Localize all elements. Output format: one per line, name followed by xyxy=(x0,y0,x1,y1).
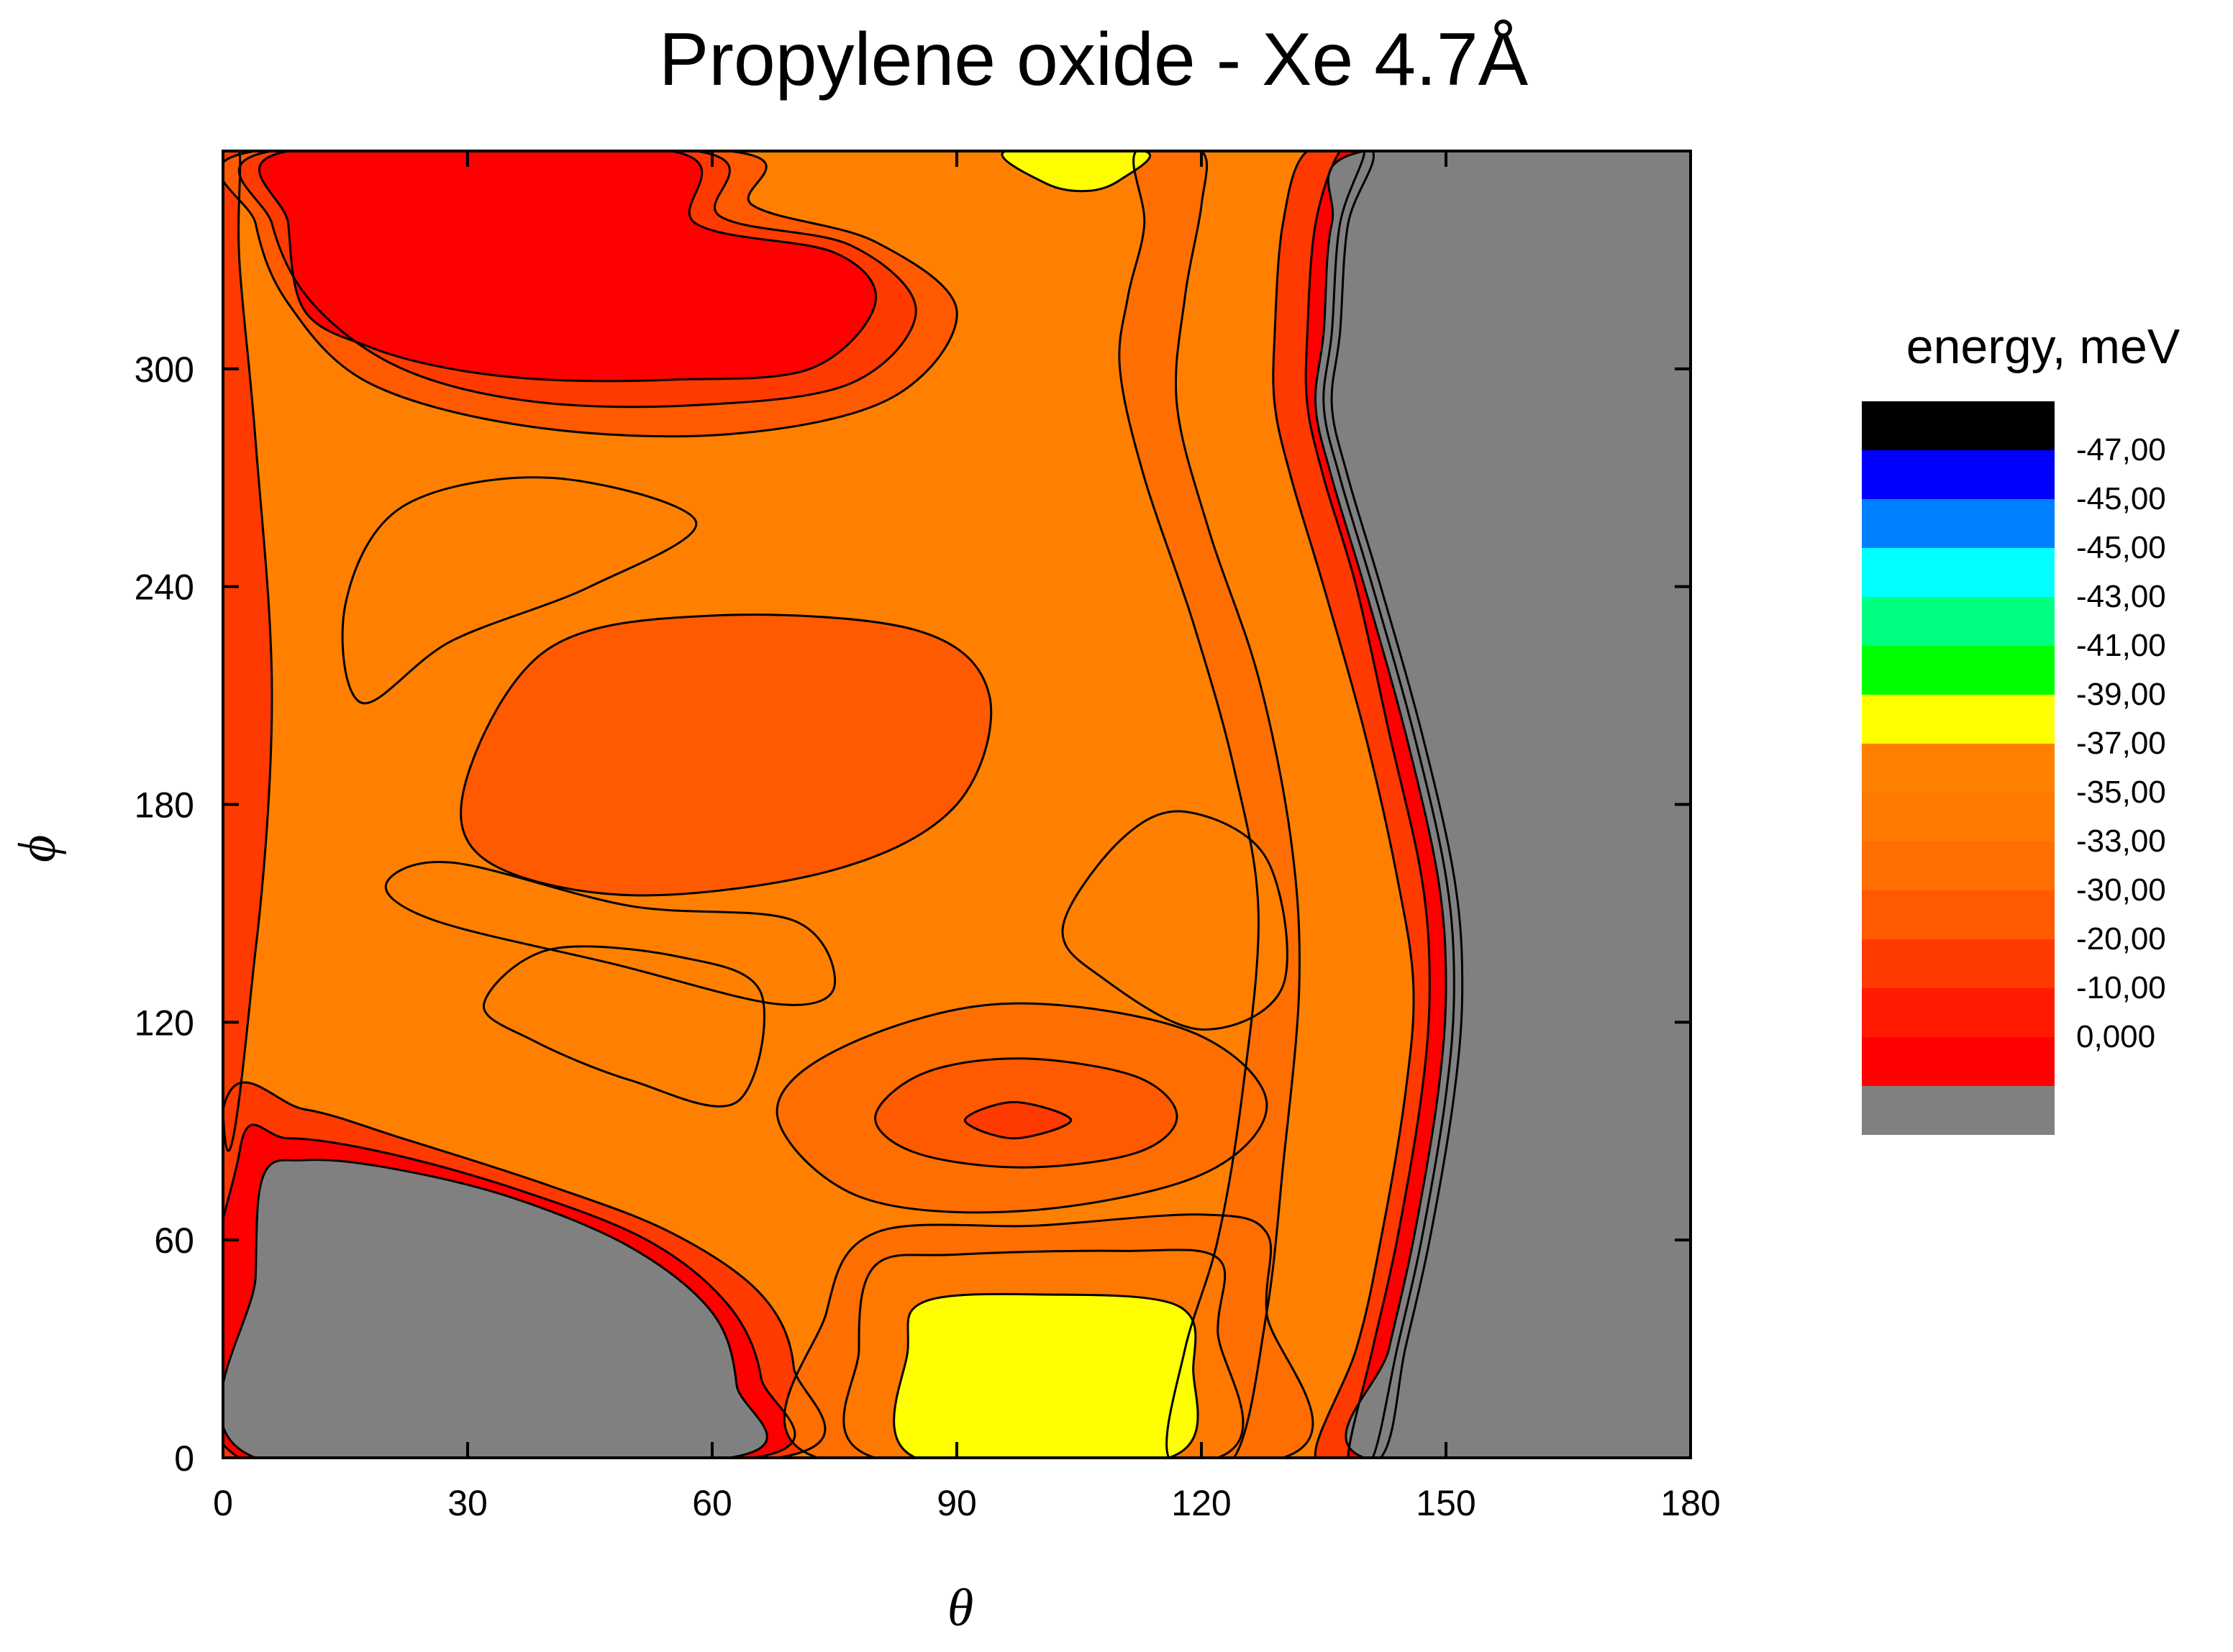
contour-line xyxy=(483,945,765,1108)
contour-pocket xyxy=(342,477,696,703)
contour-line xyxy=(237,151,917,409)
contour-line xyxy=(223,1123,796,1458)
legend-swatch xyxy=(1862,793,2055,841)
legend-label: -33,00 xyxy=(2076,823,2166,859)
legend-label: -45,00 xyxy=(2076,481,2166,516)
legend-labels: -47,00 -45,00 -45,00 -43,00 -41,00 -39,00 -37,… xyxy=(2076,432,2166,1054)
y-tick-label: 60 xyxy=(154,1220,194,1261)
x-axis-ticks: 0 30 60 90 120 150 180 xyxy=(213,151,1721,1523)
legend-label: -47,00 xyxy=(2076,432,2166,467)
legend-label: -30,00 xyxy=(2076,872,2166,908)
x-tick-label: 60 xyxy=(692,1483,732,1523)
contour-line xyxy=(776,1002,1268,1214)
contour-line xyxy=(893,1292,1199,1458)
legend-swatch xyxy=(1862,939,2055,988)
contour-band xyxy=(1273,151,1463,1458)
legend-label: -10,00 xyxy=(2076,970,2166,1005)
legend-label: -41,00 xyxy=(2076,628,2166,663)
contour-line xyxy=(223,1081,827,1458)
contour-line xyxy=(384,861,837,1006)
legend-swatch xyxy=(1862,401,2055,450)
x-tick-label: 90 xyxy=(937,1483,977,1523)
plot-area xyxy=(223,151,1691,1458)
center-peak xyxy=(965,1102,1071,1138)
legend-label: -20,00 xyxy=(2076,921,2166,957)
legend-swatch xyxy=(1862,695,2055,744)
contour-line xyxy=(223,151,958,438)
contour-lines xyxy=(223,151,1691,1458)
contour-line xyxy=(341,476,698,705)
min-energy-region xyxy=(893,1294,1199,1458)
legend-swatch xyxy=(1862,1037,2055,1086)
legend-label: -45,00 xyxy=(2076,530,2166,565)
x-tick-label: 30 xyxy=(447,1483,488,1523)
x-axis-label: θ xyxy=(947,1579,973,1638)
contour-line xyxy=(460,613,993,897)
max-energy-region xyxy=(259,151,876,381)
contour-pocket xyxy=(1062,811,1288,1030)
contour-line xyxy=(842,1249,1245,1458)
y-tick-label: 0 xyxy=(174,1438,194,1479)
min-energy-region xyxy=(1002,151,1150,191)
x-tick-label: 180 xyxy=(1660,1483,1720,1523)
contour-pocket xyxy=(386,862,835,1005)
contour-regions xyxy=(223,151,1691,1458)
contour-line xyxy=(223,1159,768,1458)
y-tick-label: 300 xyxy=(135,350,194,390)
legend-swatch xyxy=(1862,646,2055,695)
legend-label: -43,00 xyxy=(2076,579,2166,614)
legend-label: -35,00 xyxy=(2076,775,2166,810)
legend-swatch xyxy=(1862,450,2055,499)
y-tick-label: 240 xyxy=(135,567,194,608)
high-energy-region xyxy=(1315,151,1691,1458)
legend-swatch xyxy=(1862,744,2055,793)
contour-band xyxy=(223,151,272,1151)
y-axis-ticks: 0 60 120 180 240 300 xyxy=(135,350,1691,1479)
chart-title: Propylene oxide - Xe 4.7Å xyxy=(659,18,1529,101)
y-tick-label: 180 xyxy=(135,785,194,826)
legend-label: -37,00 xyxy=(2076,726,2166,761)
contour-line xyxy=(258,151,878,383)
legend: energy, meV -47,00 -45,00 -45,00 -43,00 -41,… xyxy=(1862,319,2180,1135)
legend-swatches xyxy=(1862,401,2055,1135)
y-tick-label: 120 xyxy=(135,1003,194,1043)
legend-swatch xyxy=(1862,1086,2055,1135)
legend-swatch xyxy=(1862,841,2055,890)
contour-line xyxy=(1061,810,1288,1031)
legend-title: energy, meV xyxy=(1906,319,2180,374)
contour-line xyxy=(1118,151,1301,1458)
center-basin xyxy=(460,614,991,895)
x-tick-label: 150 xyxy=(1416,1483,1475,1523)
high-energy-region xyxy=(223,1159,768,1458)
x-tick-label: 0 xyxy=(213,1483,233,1523)
legend-swatch xyxy=(1862,548,2055,597)
contour-line xyxy=(963,1100,1073,1140)
contour-line xyxy=(874,1057,1178,1169)
legend-swatch xyxy=(1862,499,2055,548)
x-tick-label: 120 xyxy=(1171,1483,1231,1523)
contour-line xyxy=(1314,151,1691,1458)
contour-line xyxy=(783,1213,1314,1458)
legend-swatch xyxy=(1862,988,2055,1037)
legend-label: 0,000 xyxy=(2076,1019,2155,1054)
legend-swatch xyxy=(1862,597,2055,646)
contour-line xyxy=(223,151,273,1152)
legend-swatch xyxy=(1862,890,2055,939)
contour-line xyxy=(1001,151,1152,193)
legend-label: -39,00 xyxy=(2076,677,2166,712)
y-axis-label: ϕ xyxy=(8,835,67,862)
